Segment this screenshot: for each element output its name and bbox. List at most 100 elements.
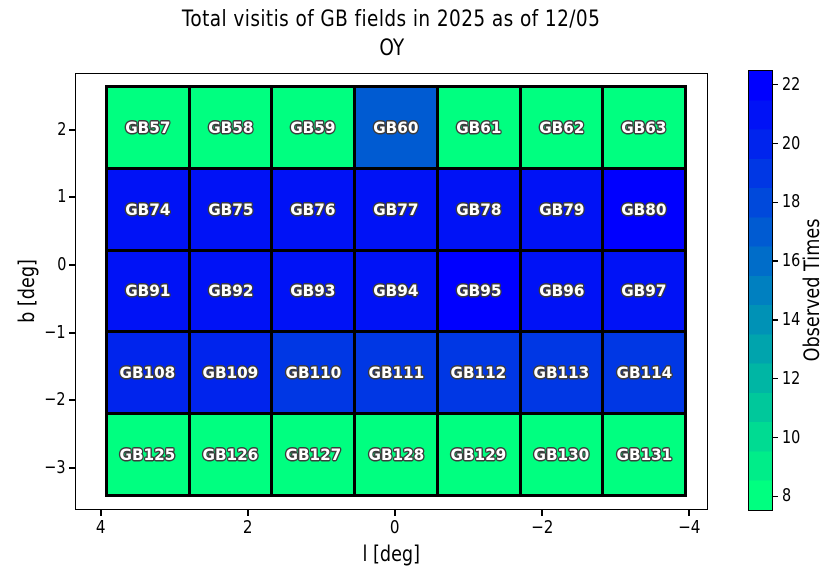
y-tick-mark <box>69 129 75 131</box>
x-axis-label: l [deg] <box>362 542 421 566</box>
heatmap-cell: GB108 <box>108 333 188 413</box>
cell-label: GB97 <box>621 281 667 301</box>
heatmap-grid: GB57 GB58 GB59 GB60 GB61 GB62 GB63 GB74 GB75 GB76… <box>105 85 687 497</box>
cell-label: GB130 <box>533 445 590 465</box>
x-tick-label: 2 <box>243 517 253 538</box>
cell-label: GB78 <box>456 199 502 219</box>
x-tick-label: 0 <box>390 517 400 538</box>
colorbar-tick-label: 14 <box>782 308 801 330</box>
heatmap-cell: GB114 <box>604 333 684 413</box>
cell-label: GB59 <box>290 117 336 137</box>
cell-label: GB108 <box>119 363 176 383</box>
cell-label: GB128 <box>368 445 424 465</box>
cell-label: GB76 <box>290 199 336 219</box>
cell-label: GB96 <box>538 281 585 301</box>
heatmap-cell: GB127 <box>273 415 354 494</box>
heatmap-cell: GB77 <box>356 169 436 249</box>
cell-label: GB60 <box>373 117 419 137</box>
cell-label: GB62 <box>538 117 585 137</box>
heatmap-cell: GB110 <box>273 333 354 413</box>
y-tick-mark <box>69 196 75 198</box>
x-tick-mark <box>100 510 102 516</box>
heatmap-cell: GB128 <box>356 415 436 494</box>
colorbar-tick-mark <box>772 83 778 86</box>
y-axis-label: b [deg] <box>15 259 39 323</box>
colorbar-label: Observed Times <box>800 218 824 362</box>
chart-title: Total visitis of GB fields in 2025 as of… <box>75 5 708 34</box>
heatmap-cell: GB95 <box>438 251 519 331</box>
cell-label: GB127 <box>285 445 342 465</box>
heatmap-cell: GB129 <box>438 415 519 494</box>
x-tick-mark <box>247 510 249 516</box>
heatmap-cell: GB80 <box>604 169 684 249</box>
heatmap-cell: GB93 <box>273 251 354 331</box>
cell-label: GB95 <box>456 281 502 301</box>
chart-title-text: Total visitis of GB fields in 2025 as of… <box>182 7 601 32</box>
y-tick-label: 0 <box>56 254 66 275</box>
chart-subtitle: OY <box>75 34 708 63</box>
cell-label: GB131 <box>616 445 673 465</box>
y-tick-mark <box>69 399 75 401</box>
cell-label: GB126 <box>202 445 259 465</box>
chart-subtitle-text: OY <box>379 36 404 61</box>
cell-label: GB112 <box>450 363 507 383</box>
cell-label: GB75 <box>207 199 254 219</box>
heatmap-cell: GB58 <box>190 88 271 167</box>
cell-label: GB92 <box>207 281 254 301</box>
heatmap-cell: GB63 <box>604 88 684 167</box>
heatmap-cell: GB76 <box>273 169 354 249</box>
colorbar-tick-mark <box>772 201 778 204</box>
cell-label: GB61 <box>456 117 502 137</box>
colorbar-tick-mark <box>772 142 778 145</box>
cell-label: GB113 <box>533 363 590 383</box>
cell-label: GB109 <box>202 363 259 383</box>
colorbar <box>748 70 773 511</box>
cell-label: GB74 <box>125 199 171 219</box>
heatmap-cell: GB91 <box>108 251 188 331</box>
colorbar-tick-mark <box>772 319 778 321</box>
heatmap-cell: GB75 <box>190 169 271 249</box>
cell-label: GB125 <box>119 445 176 465</box>
heatmap-cell: GB62 <box>521 88 602 167</box>
colorbar-tick-label: 22 <box>782 73 801 95</box>
heatmap-cell: GB59 <box>273 88 354 167</box>
cell-label: GB111 <box>368 363 424 383</box>
colorbar-tick-mark <box>772 260 778 262</box>
heatmap-cell: GB111 <box>356 333 436 413</box>
heatmap-cell: GB60 <box>356 88 436 167</box>
x-tick-label: −4 <box>677 517 701 538</box>
cell-label: GB114 <box>616 363 673 383</box>
colorbar-tick-label: 10 <box>782 426 801 448</box>
heatmap-cell: GB131 <box>604 415 684 494</box>
y-tick-label: 2 <box>56 119 66 140</box>
y-tick-label: −2 <box>44 389 66 410</box>
colorbar-tick-label: 20 <box>782 132 801 154</box>
heatmap-cell: GB125 <box>108 415 188 494</box>
y-tick-mark <box>69 332 75 334</box>
heatmap-cell: GB96 <box>521 251 602 331</box>
colorbar-tick-label: 8 <box>782 485 792 507</box>
cell-label: GB110 <box>285 363 342 383</box>
cell-label: GB91 <box>125 281 171 301</box>
y-tick-mark <box>69 467 75 469</box>
cell-label: GB63 <box>621 117 667 137</box>
colorbar-tick-label: 18 <box>782 191 801 213</box>
cell-label: GB79 <box>538 199 585 219</box>
colorbar-tick-mark <box>772 495 778 498</box>
y-tick-label: −1 <box>44 322 66 343</box>
heatmap-cell: GB79 <box>521 169 602 249</box>
x-tick-mark <box>394 510 396 516</box>
x-tick-mark <box>541 510 543 516</box>
y-tick-mark <box>69 264 75 266</box>
cell-label: GB93 <box>290 281 336 301</box>
colorbar-tick-label: 12 <box>782 367 801 389</box>
heatmap-cell: GB74 <box>108 169 188 249</box>
heatmap-cell: GB126 <box>190 415 271 494</box>
y-tick-label: 1 <box>56 186 66 207</box>
y-tick-label: −3 <box>44 457 66 478</box>
cell-label: GB57 <box>125 117 171 137</box>
cell-label: GB80 <box>621 199 667 219</box>
x-tick-label: −2 <box>530 517 554 538</box>
heatmap-cell: GB94 <box>356 251 436 331</box>
heatmap-cell: GB109 <box>190 333 271 413</box>
